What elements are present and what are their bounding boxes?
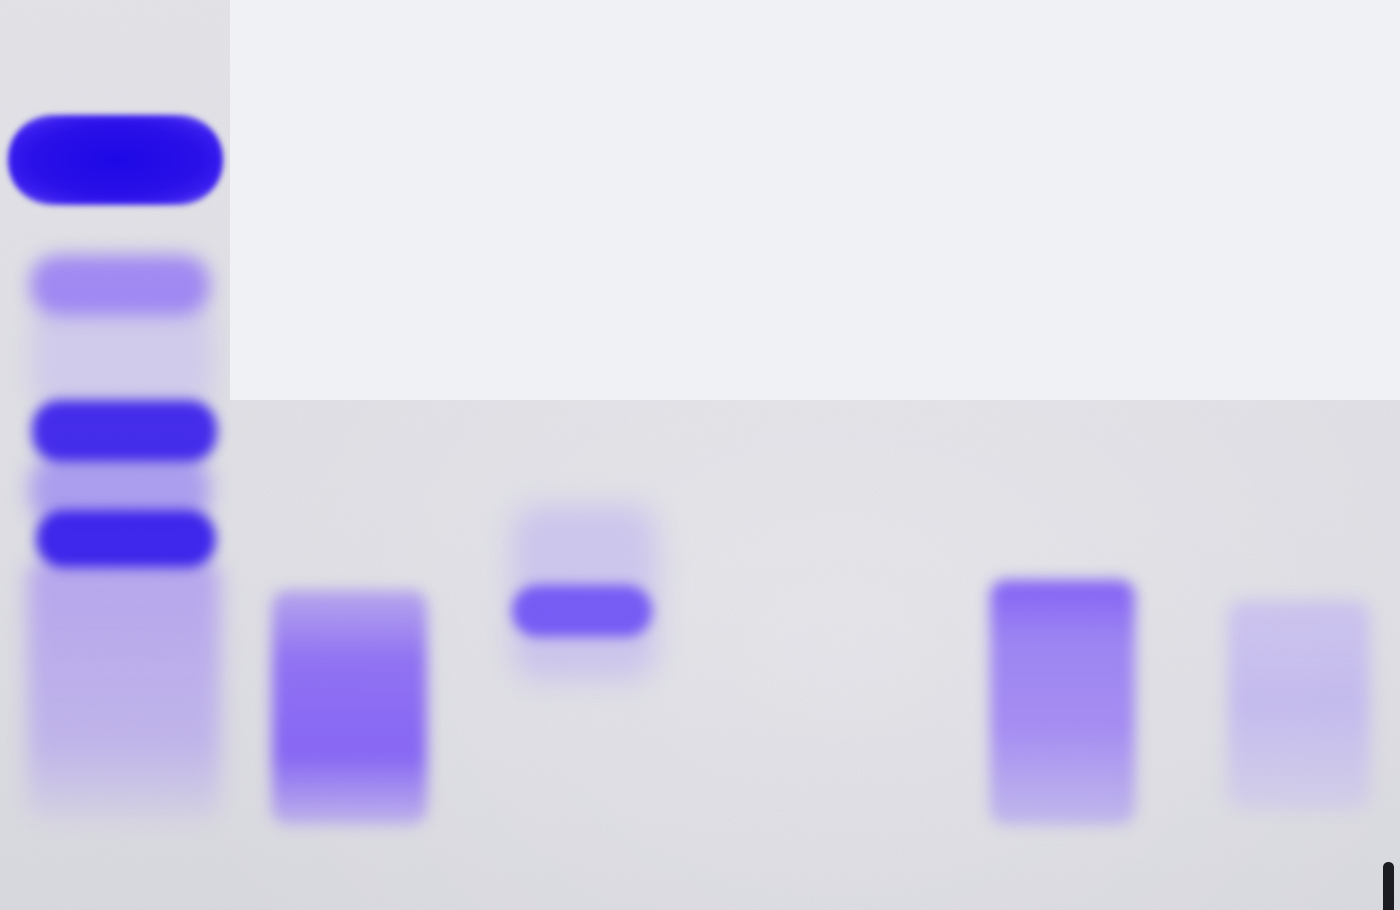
ladder-lane-background <box>32 300 212 410</box>
lane-5-band <box>990 580 1135 825</box>
lane-2-band <box>272 590 427 825</box>
lane-3-band <box>512 585 652 637</box>
ladder-band-3 <box>32 400 217 462</box>
ladder-band-4 <box>36 510 216 568</box>
ladder-band-2 <box>30 255 210 315</box>
pen-mark <box>1383 862 1394 910</box>
ladder-band-1 <box>8 115 223 205</box>
lane-6-band <box>1228 600 1370 810</box>
masked-region <box>230 0 1400 400</box>
ladder-lane-smear <box>28 560 220 820</box>
